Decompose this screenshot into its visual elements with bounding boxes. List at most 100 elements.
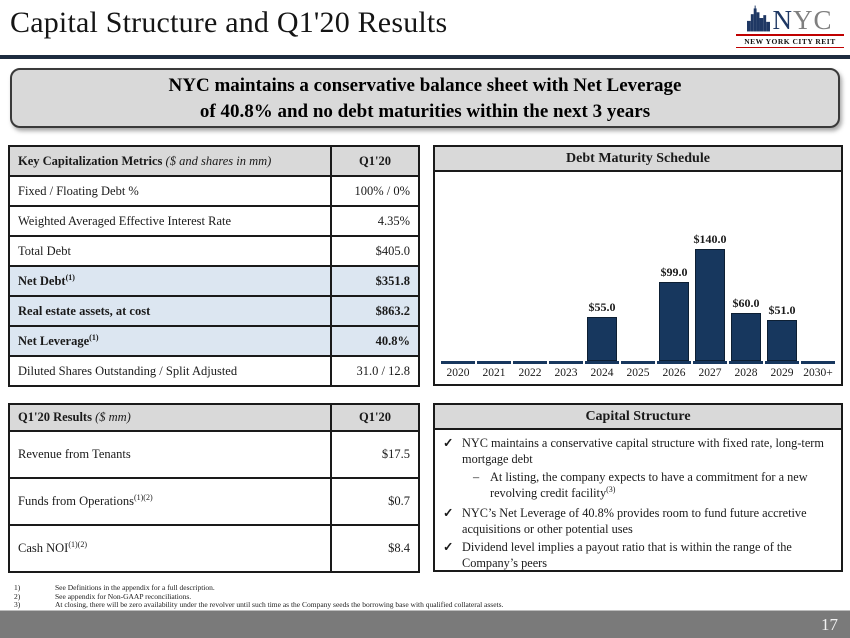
bullet-item: ✓ Dividend level implies a payout ratio t… [443,540,831,571]
footnote-number: 3) [14,600,21,610]
footnote-text: See appendix for Non-GAAP reconciliation… [55,591,192,601]
cap-table-header-value: Q1'20 [330,145,420,177]
title-divider [0,55,850,59]
check-icon: ✓ [443,505,454,520]
row-value: 4.35% [330,205,420,237]
table-row: Cash NOI(1)(2) $8.4 [8,524,420,573]
footnotes: 1) See Definitions in the appendix for a … [14,583,840,610]
x-axis-label: 2024 [590,367,614,379]
logo-letters-yc: YC [792,5,833,36]
footnote: 1) See Definitions in the appendix for a … [14,583,840,593]
chart-bar-group [476,361,512,364]
axis-baseline-segment [548,361,584,364]
company-logo: NYC NEW YORK CITY REIT [736,5,844,48]
table-row: Total Debt $405.0 [8,235,420,267]
row-label: Cash NOI(1)(2) [8,524,332,573]
table-row: Revenue from Tenants $17.5 [8,430,420,479]
bar [731,313,761,361]
x-axis-label: 2025 [626,367,650,379]
row-label: Revenue from Tenants [8,430,332,479]
axis-baseline-segment [800,361,836,364]
x-axis-label: 2023 [554,367,578,379]
axis-baseline-segment [656,361,692,364]
page-title: Capital Structure and Q1'20 Results [10,6,448,39]
bullet-item: ✓ NYC’s Net Leverage of 40.8% provides ro… [443,506,831,537]
bullet-item: ✓ NYC maintains a conservative capital st… [443,436,831,467]
chart-plot-area: $55.0 $99.0 $140.0 $60.0 $51.0 [435,172,841,364]
bar [767,320,797,361]
axis-baseline-segment [476,361,512,364]
banner-line-2: of 40.8% and no debt maturities within t… [199,101,651,122]
bullet-text: Dividend level implies a payout ratio th… [462,540,792,571]
x-axis-label: 2022 [518,367,542,379]
capital-structure-box: Capital Structure ✓ NYC maintains a conse… [433,403,843,572]
banner-line-1: NYC maintains a conservative balance she… [168,75,682,96]
bar-value-label: $60.0 [732,296,760,310]
bar [659,282,689,361]
results-table-header-note: ($ mm) [91,410,131,424]
bullet-text: NYC’s Net Leverage of 40.8% provides roo… [462,505,807,536]
chart-bar-group [548,361,584,364]
bar-value-label: $55.0 [588,300,616,314]
results-table-header-value: Q1'20 [330,403,420,432]
footnote-number: 2) [14,591,21,601]
bullet-text: NYC maintains a conservative capital str… [462,436,824,466]
chart-bar-group [800,361,836,364]
capital-structure-bullets: ✓ NYC maintains a conservative capital st… [435,430,841,572]
x-axis-label: 2028 [734,367,758,379]
footnote-text: At closing, there will be zero availabil… [55,600,504,610]
chart-bar-group: $99.0 [656,265,692,364]
x-axis-label: 2029 [770,367,794,379]
results-table-header-label: Q1'20 Results ($ mm) [8,403,332,432]
x-axis-label: 2027 [698,367,722,379]
footnote: 2) See appendix for Non-GAAP reconciliati… [14,591,840,602]
sub-bullet-item: – At listing, the company expects to have… [473,470,831,501]
row-value: 40.8% [330,325,420,357]
logo-subtitle: NEW YORK CITY REIT [736,34,844,48]
chart-bar-group: $51.0 [764,303,800,364]
row-label: Funds from Operations(1)(2) [8,477,332,526]
axis-baseline-segment [440,361,476,364]
cap-table-header-label: Key Capitalization Metrics ($ and shares… [8,145,332,177]
x-axis-label: 2020 [446,367,470,379]
page-number: 17 [821,615,838,634]
chart-bar-group [620,361,656,364]
axis-baseline-segment [620,361,656,364]
table-row: Fixed / Floating Debt % 100% / 0% [8,175,420,207]
nyc-skyline-icon [747,5,771,32]
axis-baseline-segment [512,361,548,364]
table-row: Net Debt(1) $351.8 [8,265,420,297]
x-axis-label: 2030+ [803,367,833,379]
footnote-text: See Definitions in the appendix for a fu… [55,583,215,592]
row-value: $351.8 [330,265,420,297]
row-label: Total Debt [8,235,332,267]
bar-value-label: $140.0 [693,232,727,246]
row-value: $8.4 [330,524,420,573]
axis-baseline-segment [764,361,800,364]
row-value: $17.5 [330,430,420,479]
check-icon: ✓ [443,436,454,450]
bar-value-label: $99.0 [660,265,688,279]
table-row: Diluted Shares Outstanding / Split Adjus… [8,355,420,387]
footnote-number: 1) [14,583,21,592]
chart-bar-group: $55.0 [584,300,620,364]
debt-maturity-chart: Debt Maturity Schedule $55.0 $99.0 $140.0 $… [433,145,843,386]
row-label: Real estate assets, at cost [8,295,332,327]
row-value: $0.7 [330,477,420,526]
x-axis-label: 2021 [482,367,506,379]
results-table-header-title: Q1'20 Results [18,410,92,424]
footnote: 3) At closing, there will be zero availab… [14,601,840,610]
chart-bar-group [440,361,476,364]
axis-baseline-segment [692,361,728,364]
check-icon: ✓ [443,540,454,555]
logo-wordmark: NYC [736,5,844,36]
chart-x-axis: 2020 2021 2022 2023 2024 2025 2026 2027 2028 2029… [435,364,841,384]
table-header-row: Key Capitalization Metrics ($ and shares… [8,145,420,177]
headline-banner: NYC maintains a conservative balance she… [10,68,840,128]
cap-table-header-note: ($ and shares in mm) [162,153,272,168]
row-label: Net Debt(1) [8,265,332,297]
chart-title: Debt Maturity Schedule [435,147,841,172]
logo-letter-n: N [772,5,793,36]
row-value: 100% / 0% [330,175,420,207]
